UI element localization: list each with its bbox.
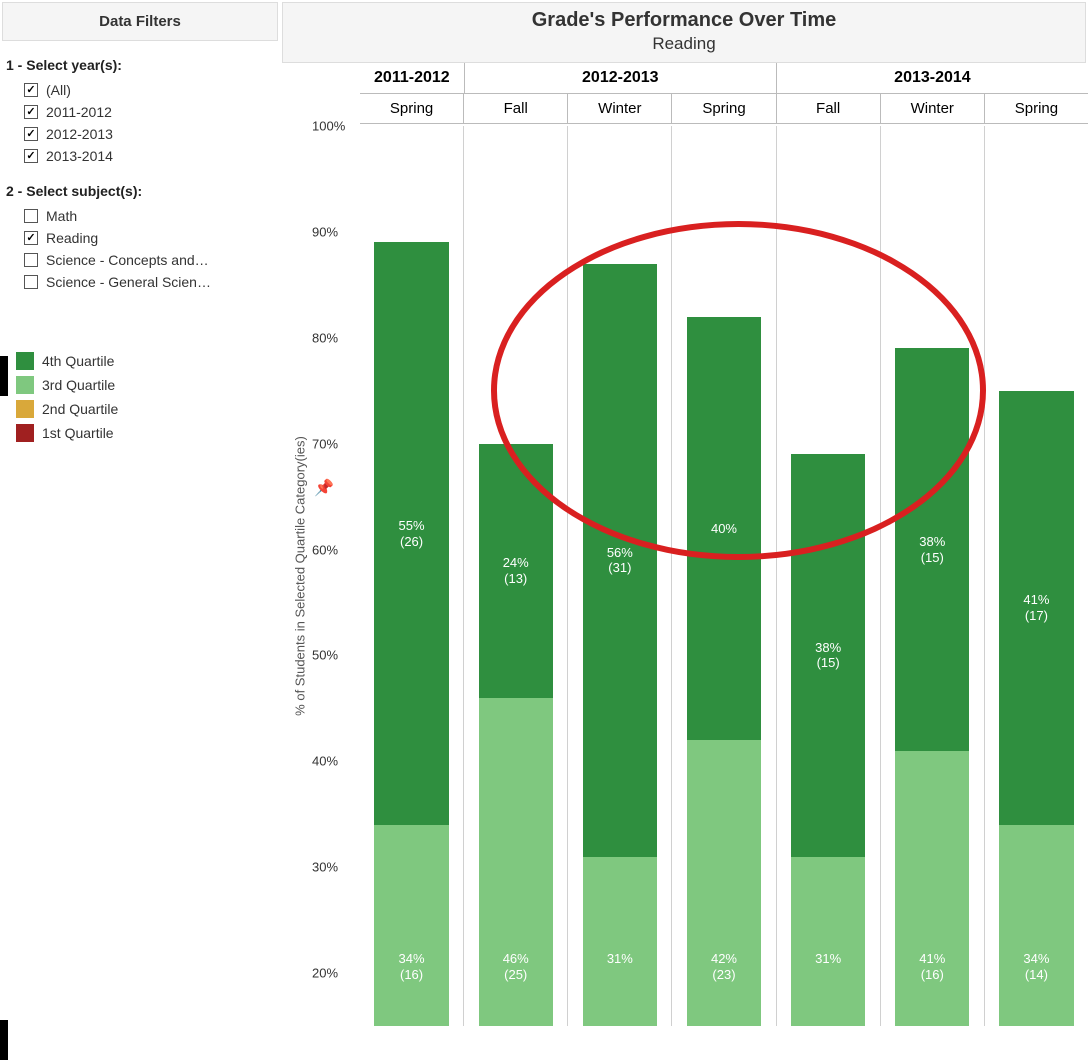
y-tick-label: 20% <box>312 966 338 981</box>
filter-item-label: Science - Concepts and… <box>46 252 209 268</box>
filter-group-years: 1 - Select year(s): (All) 2011-2012 2012-2… <box>0 57 280 183</box>
legend-item: 3rd Quartile <box>16 373 274 397</box>
chart-title-block: Grade's Performance Over Time Reading <box>282 2 1086 63</box>
checkbox[interactable] <box>24 231 38 245</box>
filter-item-label: 2012-2013 <box>46 126 113 142</box>
legend-label: 1st Quartile <box>42 425 114 441</box>
season-header: Winter <box>880 94 984 123</box>
bar-segment-q3: 34%(16) <box>374 825 448 1026</box>
filters-header: Data Filters <box>2 2 278 41</box>
year-filter-item[interactable]: 2012-2013 <box>6 123 274 145</box>
bar-cell: 55%(26)34%(16) <box>360 126 463 1026</box>
checkbox[interactable] <box>24 127 38 141</box>
chart-area: Grade's Performance Over Time Reading 20… <box>280 0 1088 1059</box>
bar-cell: 38%(15)41%(16) <box>880 126 984 1026</box>
bar-cell: 38%(15)31% <box>776 126 880 1026</box>
bar-segment-q4: 41%(17) <box>999 391 1073 825</box>
y-tick-label: 100% <box>312 119 345 134</box>
subject-filter-item[interactable]: Science - General Scien… <box>6 271 274 293</box>
legend-label: 3rd Quartile <box>42 377 115 393</box>
season-header: Winter <box>567 94 671 123</box>
y-tick-label: 50% <box>312 648 338 663</box>
filter-group-subjects: 2 - Select subject(s): Math Reading Scienc… <box>0 183 280 309</box>
checkbox[interactable] <box>24 83 38 97</box>
subject-filter-item[interactable]: Reading <box>6 227 274 249</box>
legend-label: 4th Quartile <box>42 353 114 369</box>
bar-segment-q4: 56%(31) <box>583 264 657 857</box>
filter-item-label: 2011-2012 <box>46 104 112 120</box>
legend-swatch <box>16 400 34 418</box>
legend-swatch <box>16 424 34 442</box>
subject-filter-item[interactable]: Math <box>6 205 274 227</box>
bar-cell: 56%(31)31% <box>567 126 671 1026</box>
y-axis-label: % of Students in Selected Quartile Categ… <box>293 436 308 716</box>
filter-item-label: Science - General Scien… <box>46 274 211 290</box>
season-header-row: SpringFallWinterSpringFallWinterSpring <box>360 93 1088 124</box>
year-filter-item[interactable]: 2011-2012 <box>6 101 274 123</box>
legend-item: 1st Quartile <box>16 421 274 445</box>
checkbox[interactable] <box>24 275 38 289</box>
bar-segment-q4: 38%(15) <box>895 348 969 750</box>
legend-item: 4th Quartile <box>16 349 274 373</box>
legend-swatch <box>16 376 34 394</box>
season-header: Spring <box>671 94 775 123</box>
year-header: 2012-2013 <box>464 63 776 93</box>
season-header: Fall <box>463 94 567 123</box>
filter-item-label: (All) <box>46 82 71 98</box>
checkbox[interactable] <box>24 105 38 119</box>
year-header: 2013-2014 <box>776 63 1088 93</box>
y-tick-label: 80% <box>312 330 338 345</box>
legend-label: 2nd Quartile <box>42 401 118 417</box>
checkbox[interactable] <box>24 253 38 267</box>
chart-body: 2011-20122012-20132013-2014 SpringFallWi… <box>280 63 1088 1062</box>
y-tick-label: 60% <box>312 542 338 557</box>
season-header: Spring <box>360 94 463 123</box>
checkbox[interactable] <box>24 149 38 163</box>
checkbox[interactable] <box>24 209 38 223</box>
bar-segment-q3: 41%(16) <box>895 751 969 1026</box>
bar-segment-q3: 31% <box>583 857 657 1026</box>
bar-cell: 24%(13)46%(25) <box>463 126 567 1026</box>
pin-icon[interactable]: 📌 <box>314 478 334 498</box>
filter-item-label: Math <box>46 208 77 224</box>
chart-subtitle: Reading <box>283 34 1085 54</box>
y-tick-label: 70% <box>312 436 338 451</box>
filter-item-label: 2013-2014 <box>46 148 113 164</box>
bar-segment-q3: 34%(14) <box>999 825 1073 1026</box>
y-tick-label: 90% <box>312 224 338 239</box>
chart-title: Grade's Performance Over Time <box>283 9 1085 32</box>
sidebar: Data Filters 1 - Select year(s): (All) 20… <box>0 0 280 1059</box>
bar-segment-q4: 55%(26) <box>374 242 448 824</box>
year-filter-item[interactable]: 2013-2014 <box>6 145 274 167</box>
filter-group-subjects-label: 2 - Select subject(s): <box>6 183 274 199</box>
season-header: Fall <box>776 94 880 123</box>
plot-area: 📌 % of Students in Selected Quartile Cat… <box>360 126 1088 1026</box>
legend-swatch <box>16 352 34 370</box>
bar-segment-q3: 46%(25) <box>479 698 553 1026</box>
season-header: Spring <box>984 94 1088 123</box>
bar-segment-q3: 31% <box>791 857 865 1026</box>
bar-segment-q4: 38%(15) <box>791 454 865 856</box>
bar-cell: 40%42%(23) <box>671 126 775 1026</box>
y-tick-label: 40% <box>312 754 338 769</box>
legend: 4th Quartile 3rd Quartile 2nd Quartile 1st … <box>0 309 280 445</box>
bar-segment-q4: 40% <box>687 317 761 741</box>
y-tick-label: 30% <box>312 860 338 875</box>
bar-segment-q3: 42%(23) <box>687 740 761 1026</box>
filter-group-years-label: 1 - Select year(s): <box>6 57 274 73</box>
bar-segment-q4: 24%(13) <box>479 444 553 698</box>
year-header: 2011-2012 <box>360 63 464 93</box>
year-filter-item[interactable]: (All) <box>6 79 274 101</box>
subject-filter-item[interactable]: Science - Concepts and… <box>6 249 274 271</box>
year-header-row: 2011-20122012-20132013-2014 <box>360 63 1088 93</box>
filter-item-label: Reading <box>46 230 98 246</box>
legend-item: 2nd Quartile <box>16 397 274 421</box>
bar-cell: 41%(17)34%(14) <box>984 126 1088 1026</box>
